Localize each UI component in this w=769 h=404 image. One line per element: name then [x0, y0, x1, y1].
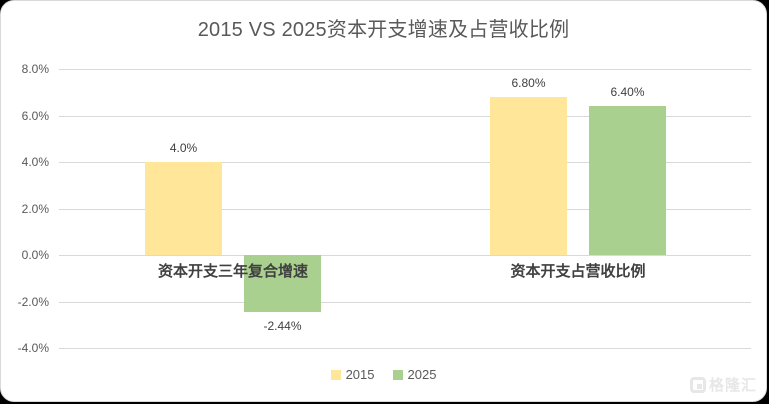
legend-item-2015: 2015: [330, 367, 375, 382]
bar-2015: [490, 96, 567, 255]
gelonghui-g-logo-icon: [689, 376, 706, 393]
y-axis-tick-label: 6.0%: [21, 108, 49, 123]
y-axis-tick-label: 2.0%: [21, 201, 49, 216]
data-label: 6.80%: [511, 75, 546, 90]
gridline: [59, 255, 751, 256]
data-label: 6.40%: [610, 85, 645, 100]
legend: 2015 2025: [1, 367, 766, 382]
gridline: [59, 115, 751, 117]
gelonghui-watermark-text: 格隆汇: [708, 377, 757, 394]
bar-2025: [244, 255, 321, 312]
gridline: [59, 208, 751, 210]
gridline: [59, 301, 751, 303]
gridline: [59, 162, 751, 163]
legend-item-2025: 2025: [392, 367, 437, 382]
legend-swatch-icon: [392, 369, 403, 380]
y-axis-tick-label: 4.0%: [21, 155, 49, 169]
legend-swatch-icon: [330, 369, 341, 380]
y-axis-tick-label: 8.0%: [21, 62, 49, 76]
bar-2015: [145, 162, 222, 255]
category-axis-label: 资本开支占营收比例: [510, 263, 646, 280]
y-axis-tick-label: 0.0%: [21, 248, 49, 262]
data-label: 4.0%: [169, 141, 198, 155]
bar-2025: [589, 106, 666, 255]
legend-label: 2025: [407, 367, 437, 382]
category-axis-label: 资本开支三年复合增速: [157, 263, 308, 280]
y-axis-tick-label: -4.0%: [17, 341, 49, 355]
data-label: -2.44%: [263, 318, 302, 333]
chart-title: 2015 VS 2025资本开支增速及占营收比例: [197, 19, 570, 41]
gridline: [59, 348, 751, 349]
y-axis-tick-label: -2.0%: [17, 294, 49, 309]
gelonghui-watermark: 格隆汇: [689, 374, 757, 395]
gridline: [59, 69, 751, 70]
legend-label: 2015: [345, 367, 375, 382]
